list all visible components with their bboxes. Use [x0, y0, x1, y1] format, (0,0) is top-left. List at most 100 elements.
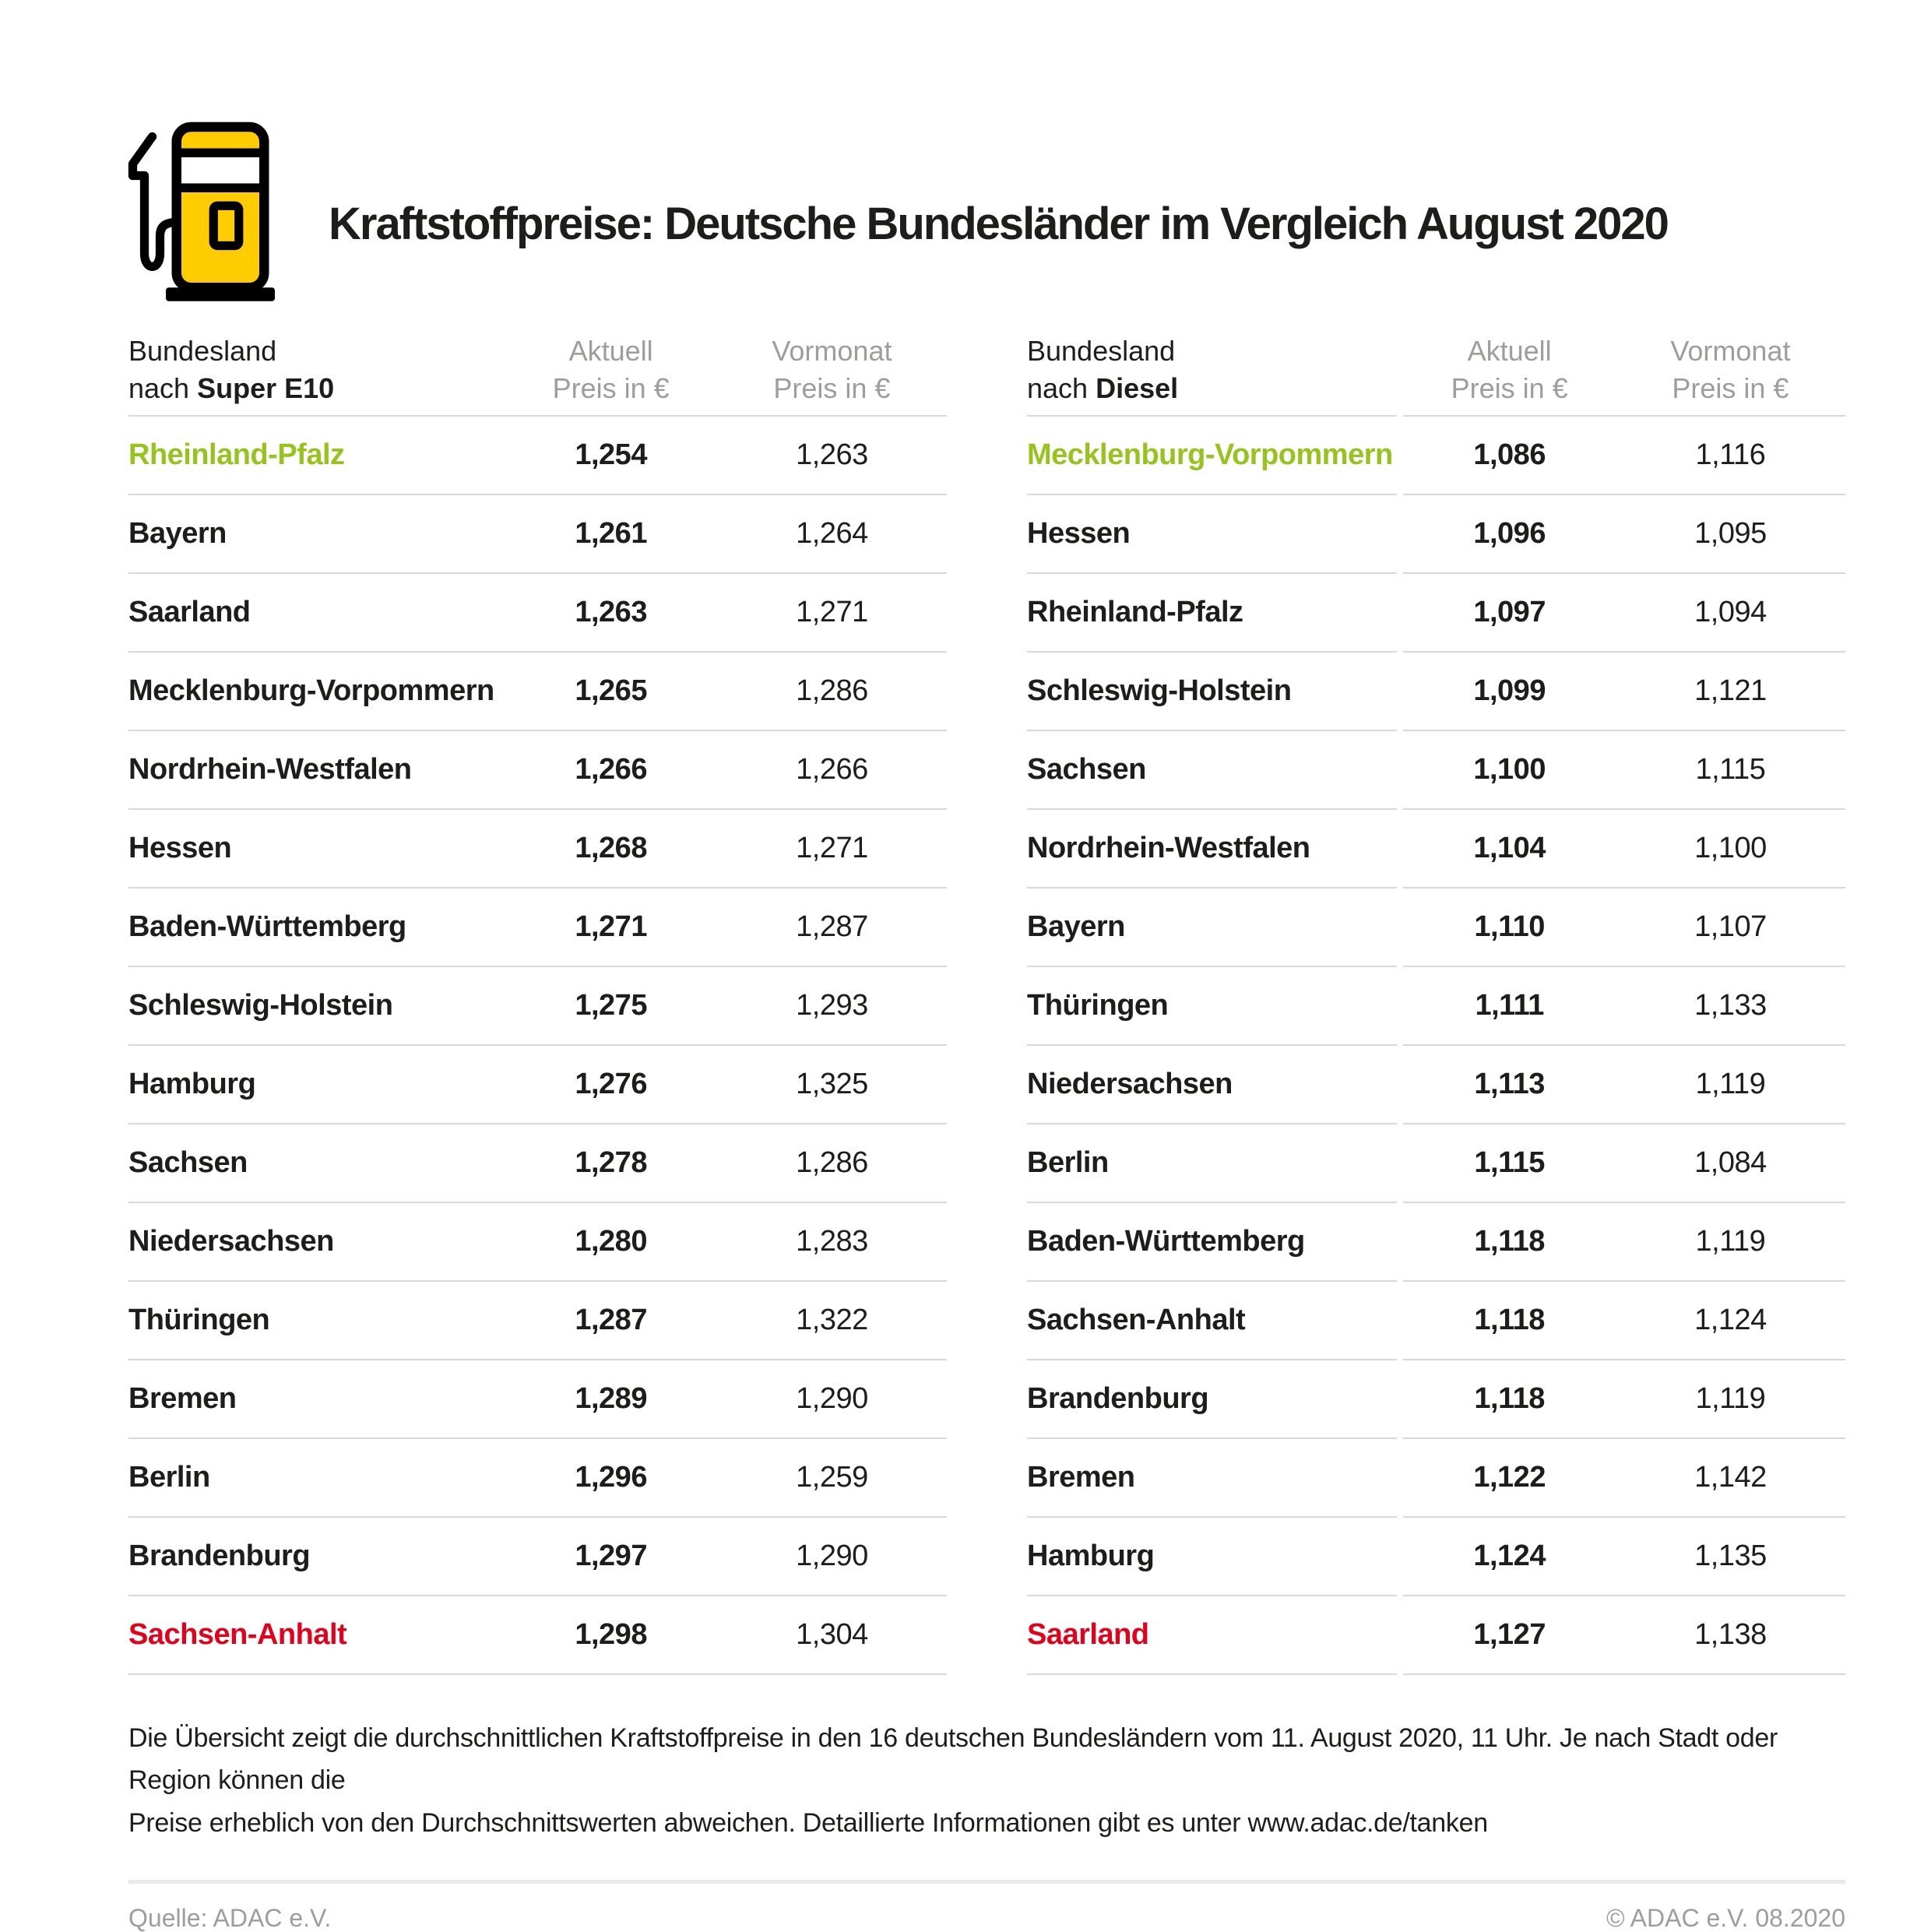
aktuell-cell: 1,097: [1473, 596, 1546, 628]
table-row: Bremen 1,289 1,290: [128, 1360, 947, 1439]
aktuell-cell: 1,296: [575, 1461, 647, 1494]
vormonat-cell: 1,286: [796, 674, 868, 707]
bundesland-cell: Saarland: [1027, 1596, 1398, 1675]
table-row: Saarland 1,263 1,271: [128, 574, 947, 653]
fuel-prefix: nach: [1027, 371, 1096, 404]
bundesland-cell: Hamburg: [1027, 1518, 1398, 1596]
bundesland-cell: Bayern: [1027, 889, 1398, 967]
aktuell-cell: 1,280: [575, 1225, 647, 1258]
aktuell-cell: 1,115: [1474, 1146, 1545, 1179]
source-label: Quelle: ADAC e.V.: [128, 1904, 332, 1932]
bundesland-cell: Hessen: [128, 810, 505, 889]
bundesland-cell: Schleswig-Holstein: [128, 967, 505, 1046]
vormonat-cell: 1,263: [796, 438, 868, 471]
table-row: Hessen 1,268 1,271: [128, 810, 947, 889]
bundesland-cell: Brandenburg: [128, 1518, 505, 1596]
vormonat-cell: 1,283: [796, 1225, 868, 1258]
vormonat-cell: 1,293: [796, 989, 868, 1022]
vormonat-cell: 1,290: [796, 1382, 868, 1415]
table-super-e10: Bundesland nach Super E10 Aktuell Preis …: [128, 334, 947, 1675]
bundesland-cell: Hamburg: [128, 1046, 505, 1124]
vormonat-cell: 1,116: [1695, 438, 1766, 471]
bundesland-cell: Thüringen: [128, 1282, 505, 1360]
aktuell-cell: 1,289: [575, 1382, 647, 1415]
bundesland-cell: Hessen: [1027, 495, 1398, 574]
bundesland-cell: Niedersachsen: [1027, 1046, 1398, 1124]
table-row: Sachsen-Anhalt 1,298 1,304: [128, 1596, 947, 1675]
aktuell-cell: 1,266: [575, 753, 647, 786]
vormonat-cell: 1,259: [796, 1461, 868, 1494]
bundesland-cell: Bayern: [128, 495, 505, 574]
table-row: Schleswig-Holstein 1,099 1,121: [1027, 653, 1845, 731]
column-header-aktuell: Aktuell Preis in €: [552, 334, 670, 404]
column-header-bundesland: Bundesland nach Diesel: [1027, 335, 1398, 417]
vormonat-cell: 1,138: [1694, 1618, 1767, 1651]
vormonat-cell: 1,095: [1694, 517, 1767, 550]
aktuell-cell: 1,271: [575, 910, 647, 943]
aktuell-cell: 1,268: [575, 832, 647, 864]
bundesland-cell: Berlin: [128, 1439, 505, 1518]
table-row: Sachsen 1,100 1,115: [1027, 731, 1845, 810]
aktuell-cell: 1,287: [575, 1304, 647, 1336]
aktuell-cell: 1,100: [1473, 753, 1546, 786]
pump-nozzle: [128, 132, 157, 181]
tables-area: Bundesland nach Super E10 Aktuell Preis …: [128, 334, 1845, 1675]
bundesland-cell: Sachsen-Anhalt: [1027, 1282, 1398, 1360]
aktuell-cell: 1,118: [1474, 1304, 1545, 1336]
table-row: Nordrhein-Westfalen 1,266 1,266: [128, 731, 947, 810]
aktuell-cell: 1,110: [1474, 910, 1545, 943]
bundesland-cell: Brandenburg: [1027, 1360, 1398, 1439]
table-row: Thüringen 1,287 1,322: [128, 1282, 947, 1360]
aktuell-cell: 1,099: [1473, 674, 1546, 707]
bundesland-cell: Bremen: [128, 1360, 505, 1439]
vormonat-cell: 1,322: [796, 1304, 868, 1336]
table-row: Hessen 1,096 1,095: [1027, 495, 1845, 574]
vormonat-cell: 1,271: [796, 596, 868, 628]
bottom-divider: [128, 1880, 1845, 1884]
bundesland-cell: Mecklenburg-Vorpommern: [1027, 417, 1398, 495]
fuel-name: Diesel: [1096, 371, 1179, 404]
vormonat-cell: 1,121: [1694, 674, 1767, 707]
fuel-pump-icon: [109, 115, 308, 310]
aktuell-cell: 1,276: [575, 1068, 647, 1100]
table-row: Niedersachsen 1,280 1,283: [128, 1203, 947, 1282]
bundesland-cell: Berlin: [1027, 1124, 1398, 1203]
table-row: Baden-Württemberg 1,118 1,119: [1027, 1203, 1845, 1282]
vormonat-cell: 1,119: [1695, 1068, 1766, 1100]
aktuell-cell: 1,104: [1473, 832, 1546, 864]
bundesland-cell: Sachsen: [128, 1124, 505, 1203]
bundesland-cell: Saarland: [128, 574, 505, 653]
footnote-line-1: Die Übersicht zeigt die durchschnittlich…: [128, 1723, 1778, 1796]
column-header-vormonat: Vormonat Preis in €: [772, 334, 892, 404]
vormonat-cell: 1,107: [1694, 910, 1767, 943]
page-title: Kraftstoffpreise: Deutsche Bundesländer …: [329, 199, 1669, 249]
vormonat-cell: 1,325: [796, 1068, 868, 1100]
vormonat-cell: 1,084: [1694, 1146, 1767, 1179]
table-row: Hamburg 1,276 1,325: [128, 1046, 947, 1124]
bundesland-cell: Niedersachsen: [128, 1203, 505, 1282]
aktuell-cell: 1,254: [575, 438, 647, 471]
table-header: Bundesland nach Diesel Aktuell Preis in …: [1027, 335, 1845, 417]
vormonat-cell: 1,119: [1695, 1382, 1766, 1415]
bundesland-cell: Thüringen: [1027, 967, 1398, 1046]
vormonat-cell: 1,124: [1694, 1304, 1767, 1336]
vormonat-cell: 1,142: [1694, 1461, 1767, 1494]
vormonat-cell: 1,135: [1694, 1540, 1767, 1572]
vormonat-cell: 1,290: [796, 1540, 868, 1572]
bundesland-cell: Nordrhein-Westfalen: [128, 731, 505, 810]
bundesland-cell: Baden-Württemberg: [128, 889, 505, 967]
vormonat-cell: 1,286: [796, 1146, 868, 1179]
table-row: Baden-Württemberg 1,271 1,287: [128, 889, 947, 967]
table-row: Berlin 1,296 1,259: [128, 1439, 947, 1518]
table-row: Sachsen 1,278 1,286: [128, 1124, 947, 1203]
table-row: Rheinland-Pfalz 1,254 1,263: [128, 417, 947, 495]
aktuell-cell: 1,124: [1473, 1540, 1546, 1572]
aktuell-cell: 1,298: [575, 1618, 647, 1651]
column-header-bundesland: Bundesland nach Super E10: [128, 335, 505, 417]
footnote: Die Übersicht zeigt die durchschnittlich…: [128, 1717, 1845, 1844]
pump-base: [166, 287, 275, 301]
pump-hose: [139, 188, 181, 271]
vormonat-cell: 1,264: [796, 517, 868, 550]
aktuell-cell: 1,086: [1473, 438, 1546, 471]
